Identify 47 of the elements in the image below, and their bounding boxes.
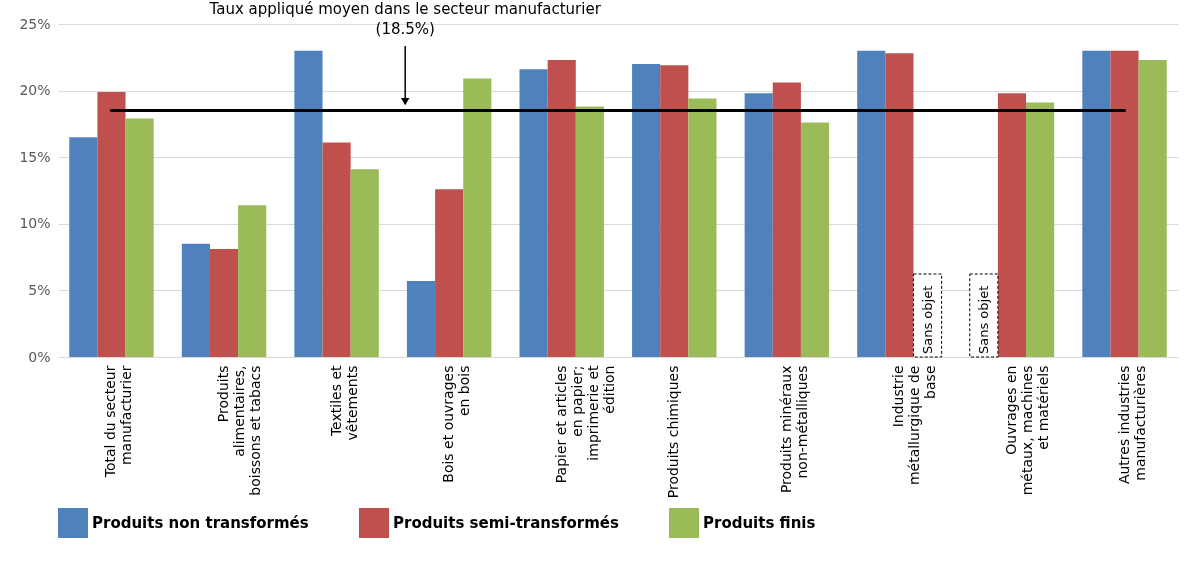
bar: [688, 98, 717, 357]
bar: [97, 91, 126, 357]
bar: [1026, 102, 1055, 357]
x-tick-label: Industrie métallurgique de base: [890, 365, 939, 486]
bar: [885, 53, 914, 357]
bar: [632, 63, 661, 357]
x-tick-label: Textiles et vêtements: [327, 365, 360, 441]
bar: [406, 281, 436, 357]
y-tick-label: 0%: [28, 348, 51, 365]
y-tick-label: 5%: [28, 281, 51, 298]
bar: [322, 142, 351, 357]
bar: [1082, 50, 1111, 357]
bar: [181, 243, 210, 357]
x-tick-label: Papier et articles en papier; imprimerie et édition: [552, 364, 617, 484]
bar: [519, 69, 548, 357]
legend-label: Produits finis: [703, 514, 816, 532]
bar: [294, 50, 323, 357]
bar: [238, 205, 267, 357]
legend-label: Produits semi-transformés: [393, 514, 619, 532]
bar: [435, 189, 464, 357]
x-tick-label: Produits chimiques: [665, 365, 682, 499]
annotation: Sans objet: [919, 285, 935, 354]
y-tick-label: 20%: [19, 82, 51, 99]
bar: [660, 65, 689, 357]
y-tick-label: 15%: [19, 148, 51, 165]
bar: [1138, 59, 1167, 357]
y-tick-label: 10%: [19, 215, 51, 232]
bar: [575, 106, 604, 357]
bar: [857, 50, 886, 357]
x-tick-label: Bois et ouvrages en bois: [440, 365, 473, 483]
bar: [772, 82, 801, 357]
bar: [744, 93, 773, 357]
ref-line-label: Taux appliqué moyen dans le secteur manufacturier (18.5%): [208, 0, 602, 38]
x-tick-label: Total du secteur manufacturier: [102, 365, 135, 479]
legend-label: Produits non transformés: [92, 514, 309, 532]
bar: [1110, 50, 1139, 357]
bar: [547, 59, 576, 357]
bar: [350, 169, 379, 357]
bar: [69, 137, 98, 357]
bar: [997, 93, 1027, 357]
bar: [209, 249, 239, 357]
annotation: Sans objet: [975, 285, 991, 354]
bar: [463, 78, 492, 357]
bar: [800, 122, 830, 357]
y-tick-label: 25%: [19, 15, 51, 32]
bar: [125, 118, 154, 357]
x-tick-label: Produits minéraux non-métalliques: [777, 365, 810, 494]
